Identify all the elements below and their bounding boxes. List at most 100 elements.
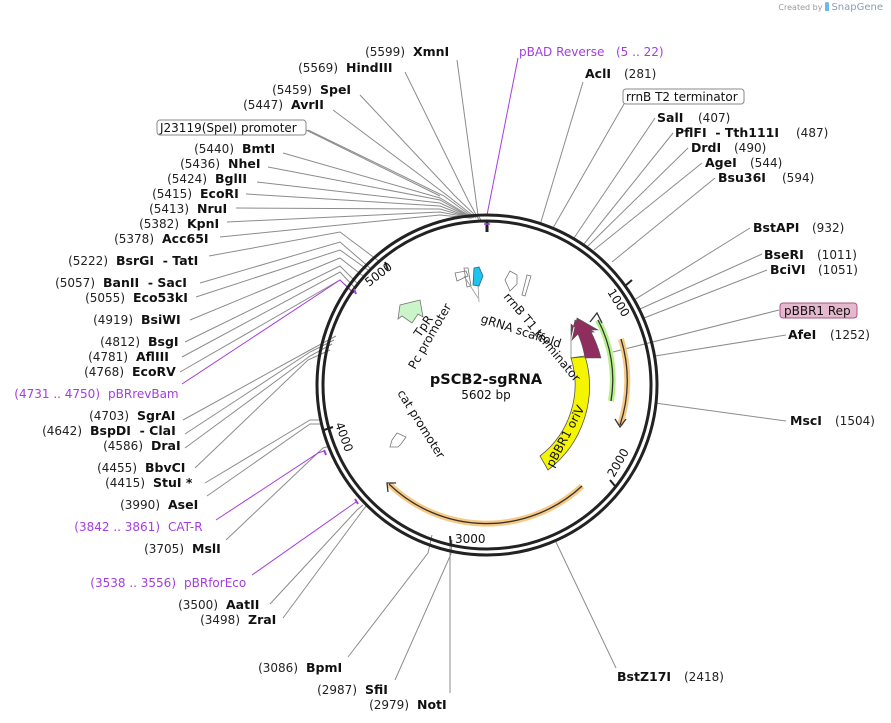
site-bpmi[interactable]: (3086) BpmI (258, 660, 342, 675)
site-bsrgi-tati[interactable]: (5222) BsrGI - TatI (68, 253, 198, 268)
site-bsu36i[interactable]: Bsu36I (594) (718, 170, 814, 185)
svg-text:(1252): (1252) (830, 328, 870, 342)
primer-labels: pBAD Reverse (5 .. 22) (4731 .. 4750) pBRr… (14, 45, 663, 590)
pbbr1-rep-box[interactable]: pBBR1 Rep (779, 302, 858, 319)
svg-text:BstAPI: BstAPI (753, 220, 799, 235)
site-drai[interactable]: (4586) DraI (103, 438, 181, 453)
primer-pbrrevbam[interactable]: (4731 .. 4750) pBRrevBam (14, 387, 178, 401)
svg-text:(4812): (4812) (100, 335, 140, 349)
site-banii-saci[interactable]: (5057) BanII - SacI (55, 275, 187, 290)
site-bmti[interactable]: (5440) BmtI (194, 141, 275, 156)
site-bstz17i[interactable]: BstZ17I (2418) (617, 669, 724, 684)
svg-text:(3705): (3705) (144, 542, 184, 556)
svg-text:BstZ17I: BstZ17I (617, 669, 671, 684)
svg-text:SfiI: SfiI (365, 682, 388, 697)
rrnb-t2-terminator-box[interactable]: rrnB T2 terminator (622, 88, 745, 105)
site-nhei[interactable]: (5436) NheI (180, 156, 260, 171)
site-bcivi[interactable]: BciVI (1051) (770, 262, 858, 277)
site-bstapi[interactable]: BstAPI (932) (753, 220, 844, 235)
svg-text:(3498): (3498) (200, 613, 240, 627)
site-afei[interactable]: AfeI (1252) (788, 327, 870, 342)
svg-text:MslI: MslI (192, 541, 221, 556)
site-stui[interactable]: (4415) StuI * (105, 475, 193, 490)
site-hindiii[interactable]: (5569) HindIII (298, 60, 392, 75)
svg-text:DraI: DraI (151, 438, 181, 453)
primer-cat-r[interactable]: (3842 .. 3861) CAT-R (74, 520, 202, 534)
site-sfii[interactable]: (2987) SfiI (317, 682, 388, 697)
site-agei[interactable]: AgeI (544) (705, 155, 782, 170)
site-acli[interactable]: AclI (281) (585, 66, 656, 81)
svg-text:(3990): (3990) (120, 498, 160, 512)
svg-text:(2979): (2979) (369, 698, 409, 712)
site-bglii[interactable]: (5424) BglII (167, 171, 247, 186)
credit-prefix: Created by (778, 3, 823, 12)
site-ecorv[interactable]: (4768) EcoRV (84, 364, 176, 379)
cat-promoter-arrow[interactable] (389, 432, 407, 448)
svg-text:(5382): (5382) (139, 217, 179, 231)
site-drdi[interactable]: DrdI (490) (691, 140, 766, 155)
site-eco53ki[interactable]: (5055) Eco53kI (85, 290, 188, 305)
svg-text:AatII: AatII (226, 597, 259, 612)
svg-text:(1051): (1051) (818, 263, 858, 277)
svg-text:(5415): (5415) (152, 187, 192, 201)
site-bbvci[interactable]: (4455) BbvCI (97, 460, 185, 475)
site-zrai[interactable]: (3498) ZraI (200, 612, 276, 627)
svg-text:Acc65I: Acc65I (162, 231, 209, 246)
site-spei[interactable]: (5459) SpeI (272, 82, 351, 97)
site-bseri[interactable]: BseRI (1011) (764, 247, 857, 262)
site-pflfi-tth111i[interactable]: PflFI - Tth111I (487) (675, 125, 828, 140)
site-avrii[interactable]: (5447) AvrII (243, 97, 324, 112)
plasmid-name: pSCB2-sgRNA (430, 372, 543, 388)
primer-pbad-reverse[interactable]: pBAD Reverse (5 .. 22) (519, 45, 664, 59)
svg-text:EcoRI: EcoRI (200, 186, 239, 201)
svg-text:(4768): (4768) (84, 365, 124, 379)
svg-text:(932): (932) (812, 221, 844, 235)
site-msci[interactable]: MscI (1504) (790, 413, 875, 428)
svg-text:(5569): (5569) (298, 61, 338, 75)
svg-text:BglII: BglII (215, 171, 247, 186)
grna-scaffold-arrow[interactable] (472, 266, 484, 287)
site-sgrai[interactable]: (4703) SgrAI (89, 408, 175, 423)
site-bsiwi[interactable]: (4919) BsiWI (93, 312, 181, 327)
svg-text:SpeI: SpeI (320, 82, 351, 97)
site-afliii[interactable]: (4781) AflIII (88, 349, 169, 364)
site-kpni[interactable]: (5382) KpnI (139, 216, 219, 231)
svg-text:(3842 .. 3861): (3842 .. 3861) (74, 520, 160, 534)
svg-text:(5413): (5413) (149, 202, 189, 216)
site-xmni[interactable]: (5599) XmnI (365, 44, 449, 59)
site-msli[interactable]: (3705) MslI (144, 541, 221, 556)
site-asei[interactable]: (3990) AseI (120, 497, 198, 512)
tpr-arrow[interactable] (397, 299, 424, 324)
site-aatii[interactable]: (3500) AatII (178, 597, 259, 612)
svg-text:(1011): (1011) (817, 248, 857, 262)
svg-text:AseI: AseI (168, 497, 198, 512)
site-acc65i[interactable]: (5378) Acc65I (114, 231, 208, 246)
svg-text:pBRforEco: pBRforEco (184, 576, 246, 590)
site-bspdi-clai[interactable]: (4642) BspDI - ClaI (42, 423, 176, 438)
svg-text:Bsu36I: Bsu36I (718, 170, 766, 185)
right-leader-lines (539, 81, 787, 669)
svg-text:AclI: AclI (585, 66, 611, 81)
pbbr1-oriv-feature[interactable] (539, 355, 590, 471)
svg-text:BciVI: BciVI (770, 262, 806, 277)
site-ecori[interactable]: (5415) EcoRI (152, 186, 239, 201)
primer-pbrforeco[interactable]: (3538 .. 3556) pBRforEco (90, 576, 246, 590)
right-site-labels: AclI (281) SalI (407) PflFI - Tth111I (487)… (585, 66, 875, 684)
orange-arc-bottom[interactable] (386, 481, 585, 527)
svg-text:BspDI - ClaI: BspDI - ClaI (90, 423, 176, 438)
svg-text:(3500): (3500) (178, 598, 218, 612)
site-bsgi[interactable]: (4812) BsgI (100, 334, 178, 349)
svg-text:(5440): (5440) (194, 142, 234, 156)
orange-arrowhead-bottom-icon (386, 482, 396, 493)
site-noti[interactable]: (2979) NotI (369, 697, 447, 712)
site-sali[interactable]: SalI (407) (657, 110, 730, 125)
svg-text:(1504): (1504) (835, 414, 875, 428)
svg-text:(3086): (3086) (258, 661, 298, 675)
svg-text:NruI: NruI (197, 201, 227, 216)
snapgene-logo-icon (825, 2, 830, 11)
svg-text:(5599): (5599) (365, 45, 405, 59)
site-nrui[interactable]: (5413) NruI (149, 201, 227, 216)
j23119-promoter-box[interactable]: J23119(SpeI) promoter (156, 119, 441, 197)
credit-brand: SnapGene (831, 2, 883, 13)
svg-text:AvrII: AvrII (291, 97, 324, 112)
